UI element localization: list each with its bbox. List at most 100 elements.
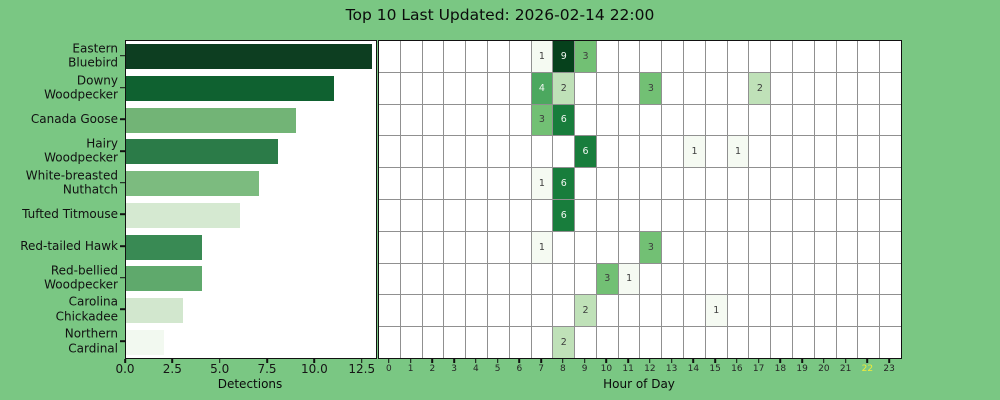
hour-tick-label-current: 22 [861,364,874,374]
heatmap-cell-empty [444,104,466,136]
heatmap-cell-empty [836,168,858,199]
hour-tick-label: 11 [622,364,634,374]
heatmap-cell-empty [836,104,858,136]
species-label: Downy Woodpecker [44,73,118,102]
heatmap-cell-empty [858,41,880,72]
hour-tick-label: 10 [600,364,613,374]
heatmap-cell-empty [553,136,575,168]
heatmap-cell-empty [662,327,684,358]
heatmap-cell-empty [487,41,509,72]
heatmap-cell-empty [596,72,618,104]
heatmap-cell-empty [487,295,509,327]
heatmap-cell: 3 [596,263,618,295]
heatmap-cell-empty [575,327,596,358]
heatmap-cell-empty [793,231,814,263]
hour-tick [583,358,586,363]
heatmap-cell: 2 [553,327,575,358]
heatmap-cell-empty [662,104,684,136]
heatmap-cell-empty [727,104,749,136]
heatmap-cell-empty [640,263,662,295]
y-tick [120,55,125,57]
heatmap-cell: 2 [553,72,575,104]
hour-tick [757,358,760,363]
heatmap-cell-empty [466,263,487,295]
hour-tick-label: 6 [516,364,523,374]
heatmap-cell-empty [749,295,771,327]
hour-tick [866,358,869,363]
heatmap-cell: 1 [727,136,749,168]
heatmap-cell-empty [400,168,422,199]
heatmap-cell: 3 [640,231,662,263]
heatmap-cell-empty [858,263,880,295]
heatmap-cell-empty [509,295,531,327]
heatmap-cell-empty [771,41,793,72]
x-tick-label: 10.0 [301,362,328,376]
heatmap-cell-empty [814,231,836,263]
bar-red-bellied-woodpecker [126,266,202,292]
heatmap-cell-empty [640,168,662,199]
hour-tick-label: 2 [429,364,436,374]
heatmap-cell-empty [444,295,466,327]
heatmap-cell-empty [487,327,509,358]
heatmap-cell: 1 [531,231,553,263]
heatmap-cell-empty [466,136,487,168]
heatmap-cell-empty [880,136,901,168]
heatmap-cell: 3 [531,104,553,136]
heatmap-cell-empty [640,136,662,168]
x-tick [360,358,363,363]
heatmap-cell-empty [858,72,880,104]
heatmap-cell: 2 [575,295,596,327]
heatmap-cell-empty [727,168,749,199]
heatmap-cell-empty [705,263,727,295]
heatmap-cell-empty [749,168,771,199]
heatmap-cell-empty [814,295,836,327]
heatmap-cell-empty [749,41,771,72]
hour-tick [627,358,629,363]
heatmap-cell-empty [531,295,553,327]
heatmap-cell-empty [684,327,705,358]
heatmap-cell-empty [771,327,793,358]
heatmap-cell-empty [793,168,814,199]
hour-tick [801,358,803,363]
heatmap-cell-empty [509,72,531,104]
heatmap-cell-empty [705,136,727,168]
hour-tick [431,358,434,363]
heatmap-cell-empty [444,327,466,358]
hour-tick-label: 7 [538,364,544,374]
hour-tick [779,358,782,363]
heatmap-cell-empty [379,41,400,72]
heatmap-cell-empty [836,327,858,358]
heatmap-cell-empty [466,72,487,104]
heatmap-cell-empty [596,327,618,358]
hour-tick-label: 5 [494,364,501,374]
heatmap-cell-empty [466,327,487,358]
hour-tick-label: 20 [818,364,830,374]
x-tick-label: 12.5 [348,362,376,376]
heatmap-cell-empty [444,263,466,295]
heatmap-cell-empty [793,72,814,104]
y-tick [120,340,125,342]
hour-tick-label: 16 [731,364,743,374]
hour-tick-label: 14 [687,364,700,374]
heatmap-cell-empty [509,136,531,168]
bar-downy-woodpecker [126,76,335,102]
heatmap-cell-empty [466,199,487,231]
heatmap-cell-empty [379,72,400,104]
heatmap-cell-empty [771,136,793,168]
heatmap-cell-empty [727,327,749,358]
heatmap-cell: 3 [640,72,662,104]
heatmap-cell-empty [640,41,662,72]
heatmap-cell: 1 [531,168,553,199]
heatmap-cell-empty [400,104,422,136]
heatmap-cell-empty [596,295,618,327]
heatmap-cell-empty [509,41,531,72]
heatmap-cell-empty [749,104,771,136]
heatmap-cell-empty [640,104,662,136]
heatmap-cell: 6 [553,104,575,136]
heatmap-cell-empty [400,263,422,295]
species-label: Carolina Chickadee [55,294,118,324]
heatmap-cell-empty [727,263,749,295]
heatmap-cell-empty [749,327,771,358]
